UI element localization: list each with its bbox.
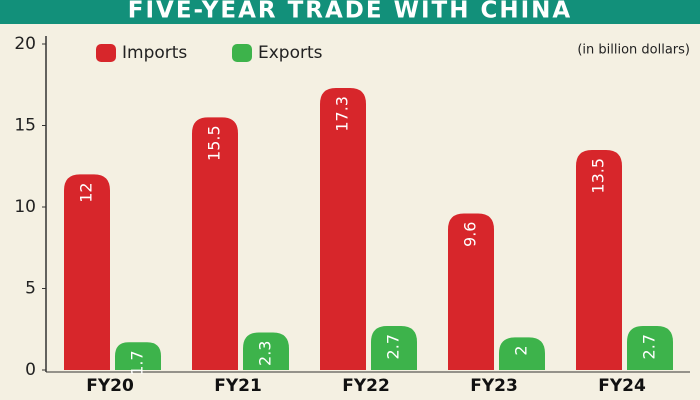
bar: [576, 149, 622, 370]
legend-swatch: [232, 44, 252, 62]
data-label: 9.6: [461, 222, 480, 247]
bar: [448, 213, 494, 370]
data-label: 15.5: [205, 125, 224, 161]
x-tick-label: FY24: [598, 376, 646, 396]
data-label: 12: [77, 182, 96, 202]
y-tick-label: 5: [25, 279, 36, 299]
y-tick-label: 10: [14, 197, 36, 217]
bar: [627, 325, 673, 370]
data-label: 2: [512, 345, 531, 355]
legend-label: Imports: [122, 43, 187, 63]
chart-title: FIVE-YEAR TRADE WITH CHINA: [128, 0, 572, 24]
bar: [371, 325, 417, 370]
title-banner: [0, 0, 700, 24]
bar: [115, 342, 161, 370]
x-tick-label: FY22: [342, 376, 390, 396]
subtitle: (in billion dollars): [577, 43, 690, 58]
legend-label: Exports: [258, 43, 323, 63]
legend-swatch: [96, 44, 116, 62]
bar: [243, 332, 289, 370]
bar: [320, 88, 366, 370]
data-label: 17.3: [333, 96, 352, 132]
x-tick-label: FY20: [86, 376, 134, 396]
bar: [192, 117, 238, 370]
bar: [64, 174, 110, 370]
data-label: 2.7: [640, 334, 659, 359]
y-tick-label: 15: [14, 116, 36, 136]
bar: [499, 337, 545, 370]
data-label: 2.7: [384, 334, 403, 359]
data-label: 13.5: [589, 158, 608, 194]
x-tick-label: FY23: [470, 376, 518, 396]
x-tick-label: FY21: [214, 376, 262, 396]
data-label: 2.3: [256, 341, 275, 366]
y-tick-label: 0: [25, 360, 36, 380]
y-tick-label: 20: [14, 34, 36, 54]
data-label: 1.7: [128, 350, 147, 375]
